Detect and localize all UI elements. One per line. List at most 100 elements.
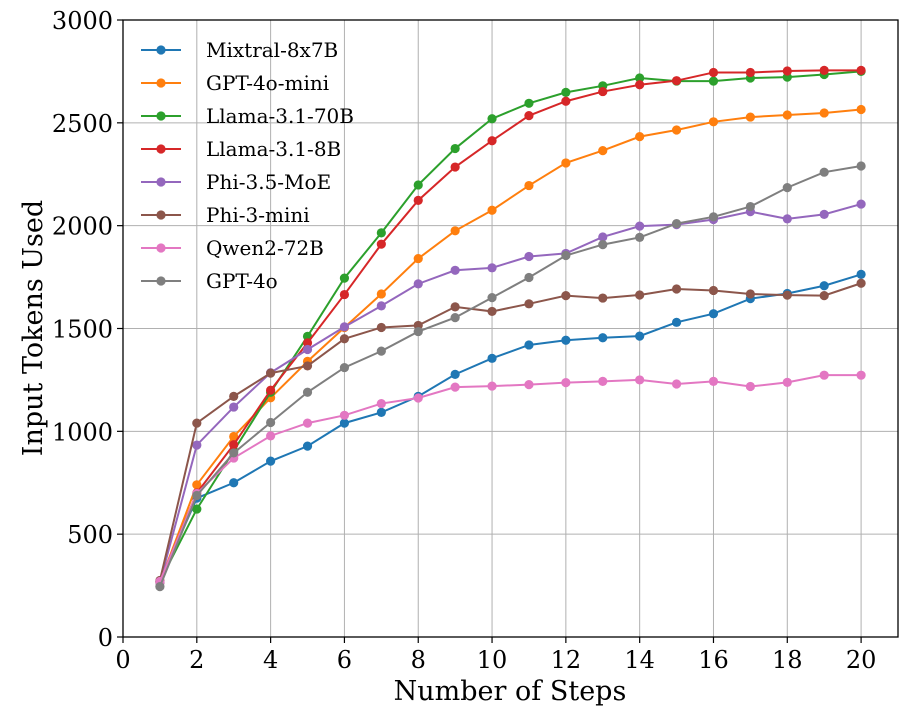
y-tick-label: 2000 (52, 213, 113, 241)
data-point (856, 65, 866, 75)
data-point (635, 132, 645, 142)
data-point (671, 219, 682, 229)
data-point (856, 199, 866, 209)
data-point (708, 117, 719, 127)
data-point (266, 368, 276, 378)
data-point (487, 205, 497, 215)
data-point (339, 362, 350, 373)
data-point (339, 289, 350, 300)
x-tick-label: 4 (263, 646, 278, 674)
legend-label: Llama-3.1-70B (206, 104, 354, 128)
data-point (266, 431, 276, 441)
data-point (339, 334, 350, 344)
data-point (856, 104, 866, 115)
axis-ticks: 0 2 4 6 8 10 12 14 16 18 20 0 500 1000 1500 2000 2500 300… (52, 7, 876, 674)
legend-marker (156, 177, 166, 187)
data-point (487, 381, 497, 391)
data-point (598, 376, 608, 386)
data-point (192, 418, 202, 428)
y-tick-label: 0 (98, 624, 113, 652)
legend-item: Mixtral-8x7B (141, 38, 338, 62)
legend-item: Phi-3-mini (141, 203, 310, 227)
x-tick-label: 20 (846, 646, 877, 674)
data-point (856, 370, 866, 380)
data-point (376, 301, 386, 311)
x-tick-label: 14 (624, 646, 655, 674)
data-point (487, 306, 497, 317)
x-tick-label: 0 (115, 646, 130, 674)
series-line (158, 374, 862, 582)
data-point (450, 369, 460, 379)
data-point (192, 480, 202, 490)
data-point (745, 289, 755, 299)
legend-marker (156, 45, 166, 55)
data-point (782, 214, 792, 224)
data-point (524, 180, 534, 191)
x-axis-label: Number of Steps (394, 676, 627, 707)
series-qwen2-72b (155, 370, 866, 587)
data-point (856, 278, 866, 288)
series-line (158, 203, 862, 583)
data-point (819, 167, 829, 177)
legend-item: Llama-3.1-8B (141, 137, 341, 161)
data-point (635, 232, 645, 242)
data-point (339, 418, 350, 428)
data-point (561, 250, 571, 261)
data-point (413, 279, 423, 289)
data-point (376, 407, 386, 418)
data-point (819, 370, 829, 380)
data-point (376, 228, 386, 238)
data-point (192, 440, 202, 450)
data-point (671, 317, 682, 327)
data-point (450, 162, 460, 172)
legend-item: GPT-4o-mini (141, 71, 329, 95)
data-point (782, 290, 792, 300)
data-point (229, 431, 239, 442)
legend-item: Llama-3.1-70B (141, 104, 354, 128)
legend-label: Qwen2-72B (206, 236, 324, 260)
data-point (708, 67, 719, 78)
data-point (671, 379, 682, 389)
y-tick-label: 1500 (52, 316, 113, 344)
legend-label: Phi-3-mini (206, 203, 310, 227)
legend-marker (156, 111, 166, 121)
data-point (229, 448, 239, 458)
data-point (413, 180, 423, 190)
data-point (598, 239, 608, 250)
data-point (266, 417, 276, 428)
x-tick-label: 12 (551, 646, 582, 674)
series-mixtral-8x7b (155, 269, 866, 587)
legend-marker (156, 144, 166, 154)
legend-marker (156, 78, 166, 88)
data-point (524, 251, 534, 262)
data-point (745, 381, 755, 392)
series-phi-3-mini (155, 278, 866, 586)
legend-marker (156, 276, 166, 286)
data-point (487, 114, 497, 124)
data-point (487, 263, 497, 273)
data-point (302, 344, 313, 355)
data-point (598, 145, 608, 156)
data-point (745, 67, 755, 78)
data-point (635, 290, 645, 300)
data-point (819, 290, 829, 301)
data-point (376, 398, 386, 409)
data-point (819, 281, 829, 291)
data-point (450, 312, 460, 323)
data-point (524, 299, 534, 309)
data-point (708, 76, 719, 86)
data-point (708, 309, 719, 319)
data-point (229, 402, 239, 412)
data-point (339, 322, 350, 332)
data-point (745, 201, 755, 212)
data-point (302, 441, 313, 451)
y-tick-label: 2500 (52, 110, 113, 138)
x-tick-label: 6 (337, 646, 352, 674)
data-point (635, 375, 645, 385)
data-point (450, 143, 460, 154)
data-point (376, 346, 386, 356)
x-tick-label: 10 (477, 646, 508, 674)
legend-label: Mixtral-8x7B (206, 38, 338, 62)
data-point (524, 111, 534, 121)
data-point (302, 338, 313, 348)
